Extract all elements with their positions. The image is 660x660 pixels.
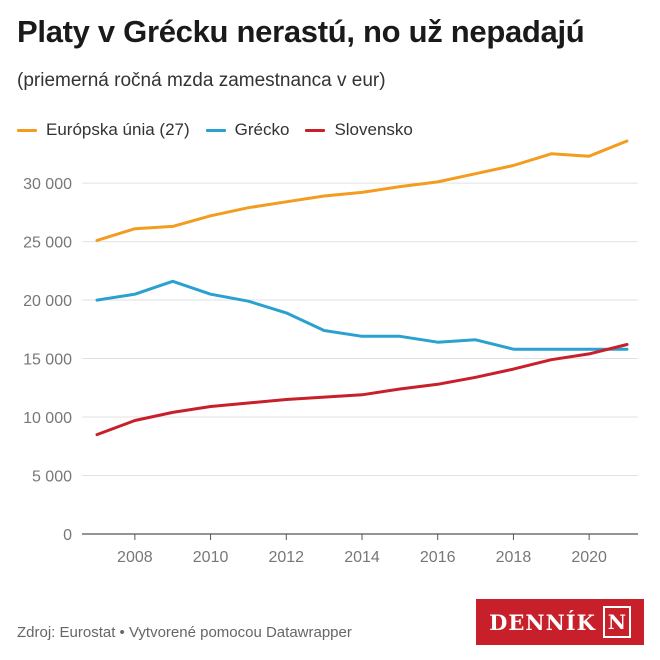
legend-label-greece: Grécko [234,120,290,139]
x-tick-label: 2012 [268,549,304,566]
legend-label-eu: Európska únia (27) [46,120,190,139]
series-line-slovakia [95,343,629,437]
y-tick-label: 5 000 [32,469,72,486]
dennik-n-logo[interactable]: DENNÍK N [476,599,644,645]
y-tick-label: 20 000 [23,293,72,310]
series-line-greece [95,279,629,351]
chart-subtitle: (priemerná ročná mzda zamestnanca v eur) [17,70,386,91]
legend-item-eu: Európska únia (27) [17,120,190,140]
y-tick-label: 15 000 [23,352,72,369]
logo-wordmark: DENNÍK [489,609,596,635]
logo-n-mark: N [602,606,631,638]
y-tick-label: 30 000 [23,176,72,193]
legend-item-greece: Grécko [205,120,290,140]
grid-layer [82,182,638,535]
x-tick-label: 2010 [193,549,229,566]
line-chart: 0 5 000 10 000 15 000 20 000 25 000 30 000 2008… [23,139,638,566]
legend-swatch-eu [17,128,37,132]
x-tick-label: 2008 [117,549,153,566]
x-tick-label: 2020 [571,549,607,566]
source-note: Zdroj: Eurostat • Vytvorené pomocou Data… [17,624,352,641]
x-tick-label: 2016 [420,549,456,566]
series-line-eu [95,139,629,242]
legend-item-slovakia: Slovensko [305,120,413,140]
series-layer [95,139,629,437]
y-tick-label: 25 000 [23,235,72,252]
legend: Európska únia (27) Grécko Slovensko [17,120,429,140]
legend-swatch-greece [205,128,226,132]
axis-layer: 0 5 000 10 000 15 000 20 000 25 000 30 000 2008… [23,176,607,566]
x-tick-label: 2014 [344,549,380,566]
y-tick-label: 0 [63,527,72,544]
x-tick-label: 2018 [496,549,532,566]
chart-title: Platy v Grécku nerastú, no už nepadajú [17,14,585,49]
y-tick-label: 10 000 [23,410,72,427]
legend-swatch-slovakia [305,128,326,132]
legend-label-slovakia: Slovensko [334,120,413,139]
